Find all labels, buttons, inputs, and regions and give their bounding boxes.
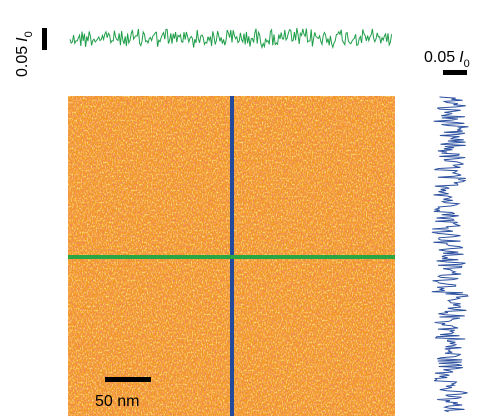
intensity-scale-bar [443,70,467,75]
intensity-scale-label: 0.05 I0 [14,31,35,77]
length-scale-label: 50 nm [95,393,139,410]
scale-value: 0.05 [14,46,31,77]
intensity-scale-bar [42,28,47,50]
scale-subscript: 0 [23,31,35,37]
scale-symbol: I [14,37,31,42]
horizontal-profile [69,27,393,50]
scale-subscript: 0 [464,58,470,70]
vertical-profile [431,96,469,413]
length-scale-bar [105,377,151,382]
scale-value: 0.05 [424,49,455,66]
scale-symbol: I [459,49,464,66]
